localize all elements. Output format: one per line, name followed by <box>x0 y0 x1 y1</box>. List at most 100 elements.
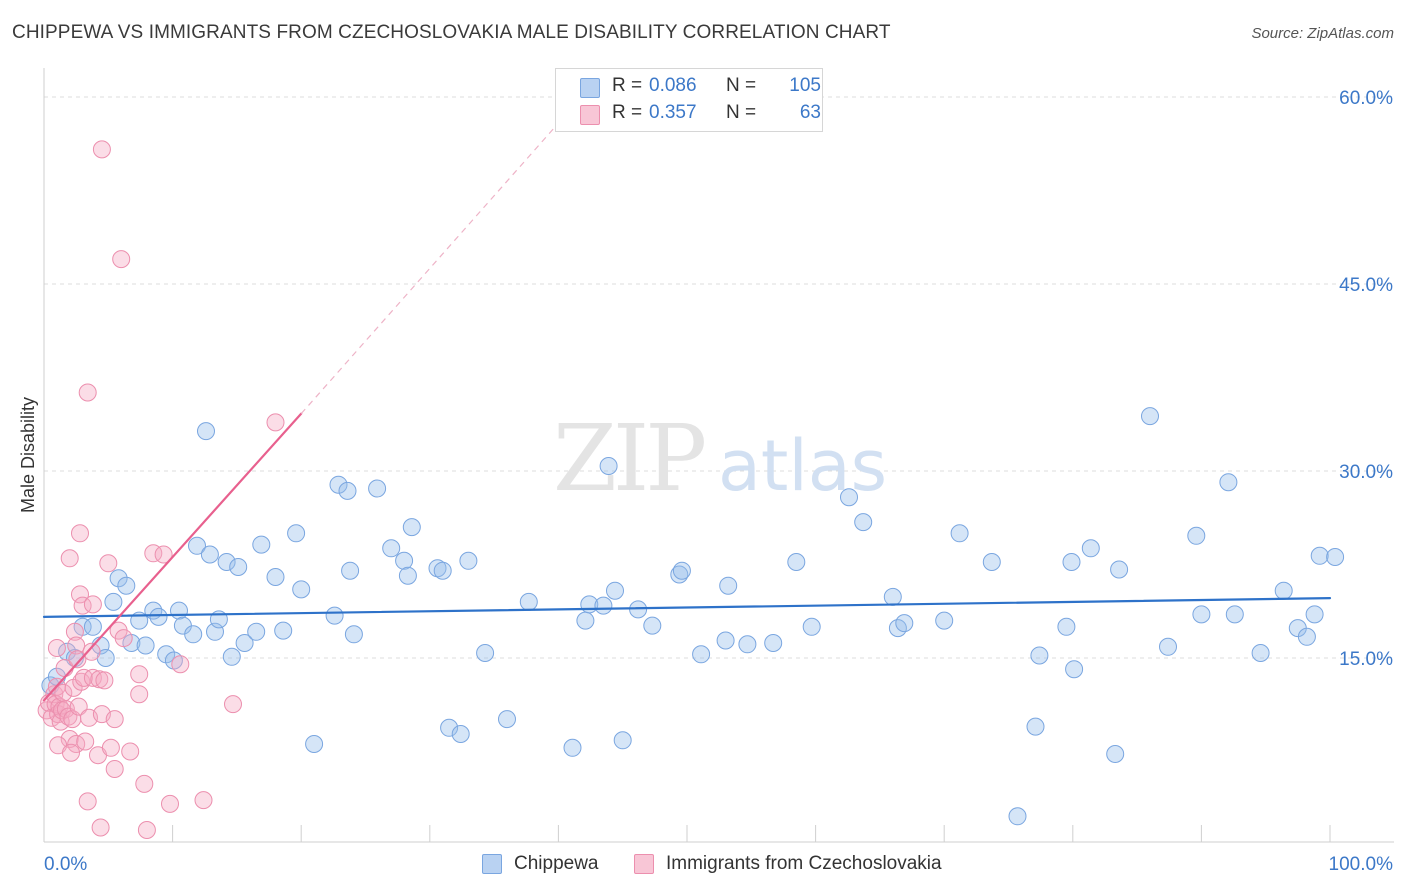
czech-point <box>78 792 97 811</box>
chippewa-point <box>1081 539 1100 558</box>
chippewa-point <box>1106 745 1125 763</box>
chippewa-point <box>594 596 613 615</box>
legend-r-label: R = <box>612 102 643 123</box>
chippewa-point <box>1297 627 1316 646</box>
chippewa-point <box>1065 660 1084 679</box>
chippewa-point <box>802 617 821 636</box>
y-tick-label: 60.0% <box>1339 88 1393 109</box>
chippewa-point <box>1274 581 1293 600</box>
chippewa-point <box>883 587 902 606</box>
czech-point <box>95 671 114 690</box>
chippewa-point <box>292 580 311 599</box>
chippewa-trend-line <box>42 597 1332 618</box>
chippewa-point <box>738 635 757 654</box>
chippewa-point <box>338 481 357 500</box>
czech-point <box>62 743 80 762</box>
chippewa-point <box>83 617 102 636</box>
legend-n-label: N = <box>726 102 757 123</box>
legend-r-value: 0.086 <box>649 75 697 96</box>
chippewa-point <box>672 561 691 580</box>
source-label: Source: ZipAtlas.com <box>1251 25 1394 42</box>
chippewa-point <box>982 553 1001 571</box>
chippewa-point <box>1008 807 1027 826</box>
legend-r-value: 0.357 <box>649 102 697 123</box>
chippewa-point <box>643 616 662 635</box>
chippewa-point <box>716 631 735 650</box>
chippewa-point <box>235 634 254 652</box>
czech-point <box>194 791 213 810</box>
chippewa-point <box>368 479 387 498</box>
czech-point <box>154 545 173 564</box>
grid-layer <box>44 96 1394 659</box>
axis-layer: 15.0% 30.0% 45.0% 60.0% 0.0% 100.0% <box>43 68 1394 875</box>
watermark: ZIP atlas <box>553 405 887 512</box>
czech-point <box>105 760 124 778</box>
bottom-legend-label-czech: Immigrants from Czechoslovakia <box>666 853 942 874</box>
watermark-atlas: atlas <box>718 425 887 507</box>
bottom-legend-label-chippewa: Chippewa <box>514 853 599 874</box>
chippewa-point <box>109 569 128 588</box>
czech-point <box>92 140 111 159</box>
chippewa-point <box>247 622 266 641</box>
chippewa-point <box>1219 473 1238 492</box>
chippewa-point <box>398 566 417 585</box>
chippewa-point <box>1141 407 1159 426</box>
czech-point <box>71 524 89 543</box>
legend-n-value: 63 <box>799 102 821 123</box>
czech-point <box>83 595 102 614</box>
czech-point <box>76 732 95 751</box>
chippewa-point <box>1187 526 1206 545</box>
y-tick-label: 15.0% <box>1339 649 1393 670</box>
czech-point <box>137 821 156 839</box>
chippewa-point <box>395 551 414 570</box>
chippewa-point <box>563 738 582 757</box>
chippewa-point <box>428 559 447 578</box>
czech-trend-line <box>42 412 303 702</box>
czech-point <box>68 650 87 669</box>
chippewa-point <box>1192 605 1211 624</box>
czech-point <box>47 639 66 657</box>
czech-point <box>65 622 84 641</box>
czech-point <box>69 697 88 716</box>
chippewa-point <box>576 611 595 630</box>
chippewa-point <box>1305 605 1324 624</box>
chippewa-point <box>1057 617 1076 636</box>
czech-point <box>78 383 97 402</box>
chippewa-point <box>104 592 123 611</box>
chippewa-point <box>305 735 324 753</box>
trend-layer <box>42 122 1332 702</box>
czech-point <box>130 665 149 684</box>
chippewa-point <box>1062 553 1081 571</box>
chippewa-point <box>1225 605 1244 624</box>
legend-swatch-chippewa <box>580 78 600 98</box>
chippewa-point <box>613 731 632 750</box>
chippewa-point <box>229 558 248 576</box>
chippewa-point <box>895 614 914 633</box>
chippewa-point <box>1110 560 1129 579</box>
chippewa-point <box>1030 646 1049 665</box>
x-tick-label: 0.0% <box>44 854 87 875</box>
czech-point <box>60 549 79 568</box>
chippewa-point <box>459 551 478 570</box>
czech-trend-extension <box>300 122 559 415</box>
chippewa-point <box>433 561 452 580</box>
chippewa-point <box>329 475 348 494</box>
czech-point <box>67 636 86 655</box>
chippewa-point <box>149 607 168 626</box>
czech-point <box>171 655 190 674</box>
chippewa-point <box>719 576 738 595</box>
czech-point <box>135 774 154 793</box>
chippewa-point <box>200 545 219 564</box>
chippewa-point <box>344 625 363 644</box>
legend-n-label: N = <box>726 75 757 96</box>
czech-point <box>83 668 102 687</box>
czech-point <box>112 250 131 269</box>
czech-point <box>266 413 285 432</box>
czech-point <box>99 554 118 573</box>
bottom-legend-swatch-chippewa <box>482 854 502 874</box>
chippewa-point <box>950 524 969 543</box>
chippewa-point <box>266 568 285 586</box>
czech-point <box>101 738 120 757</box>
chippewa-point <box>840 488 858 507</box>
